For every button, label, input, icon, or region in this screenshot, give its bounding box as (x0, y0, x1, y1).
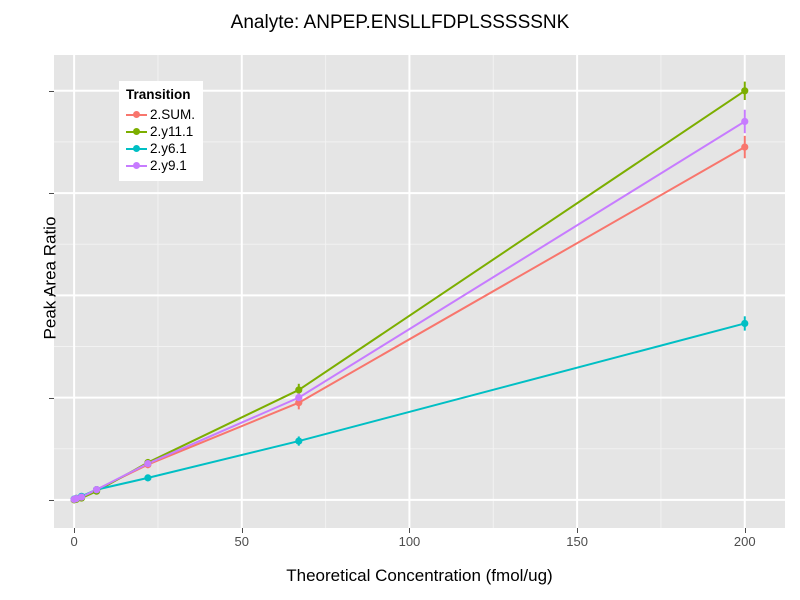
legend-item-label: 2.y11.1 (150, 124, 194, 139)
legend-item[interactable]: 2.SUM. (126, 106, 195, 123)
y-tick-mark (49, 499, 54, 501)
legend-key-icon (126, 123, 147, 140)
y-tick-mark (49, 90, 54, 92)
legend-item-label: 2.y9.1 (150, 158, 187, 173)
legend-item[interactable]: 2.y9.1 (126, 157, 195, 174)
legend-item[interactable]: 2.y11.1 (126, 123, 195, 140)
x-tick-label: 100 (398, 534, 421, 549)
legend-items: 2.SUM. 2.y11.1 2.y6.1 2.y9.1 (126, 106, 195, 174)
y-tick-mark (49, 193, 54, 195)
x-tick-label: 0 (70, 534, 78, 549)
legend-key-icon (126, 157, 147, 174)
x-tick-label: 200 (733, 534, 756, 549)
x-tick-mark (744, 528, 746, 533)
legend-item-label: 2.y6.1 (150, 141, 187, 156)
page-title: Analyte: ANPEP.ENSLLFDPLSSSSSNK (230, 12, 570, 33)
x-tick-mark (409, 528, 411, 533)
legend-item-label: 2.SUM. (150, 107, 196, 122)
x-axis-label: Theoretical Concentration (fmol/ug) (286, 566, 553, 585)
data-layer (70, 81, 749, 504)
legend-item[interactable]: 2.y6.1 (126, 140, 195, 157)
y-tick-mark (49, 397, 54, 399)
legend-key-icon (126, 140, 147, 157)
x-tick-label: 50 (234, 534, 249, 549)
x-tick-mark (577, 528, 579, 533)
legend-key-icon (126, 106, 147, 123)
legend-title: Transition (126, 87, 191, 102)
y-axis-label: Peak Area Ratio (40, 216, 60, 340)
x-tick-label: 150 (566, 534, 588, 549)
x-tick-mark (241, 528, 243, 533)
legend: Transition 2.SUM. 2.y11.1 2.y6.1 2.y9.1 (119, 81, 204, 181)
y-tick-mark (49, 295, 54, 297)
x-tick-mark (74, 528, 76, 533)
